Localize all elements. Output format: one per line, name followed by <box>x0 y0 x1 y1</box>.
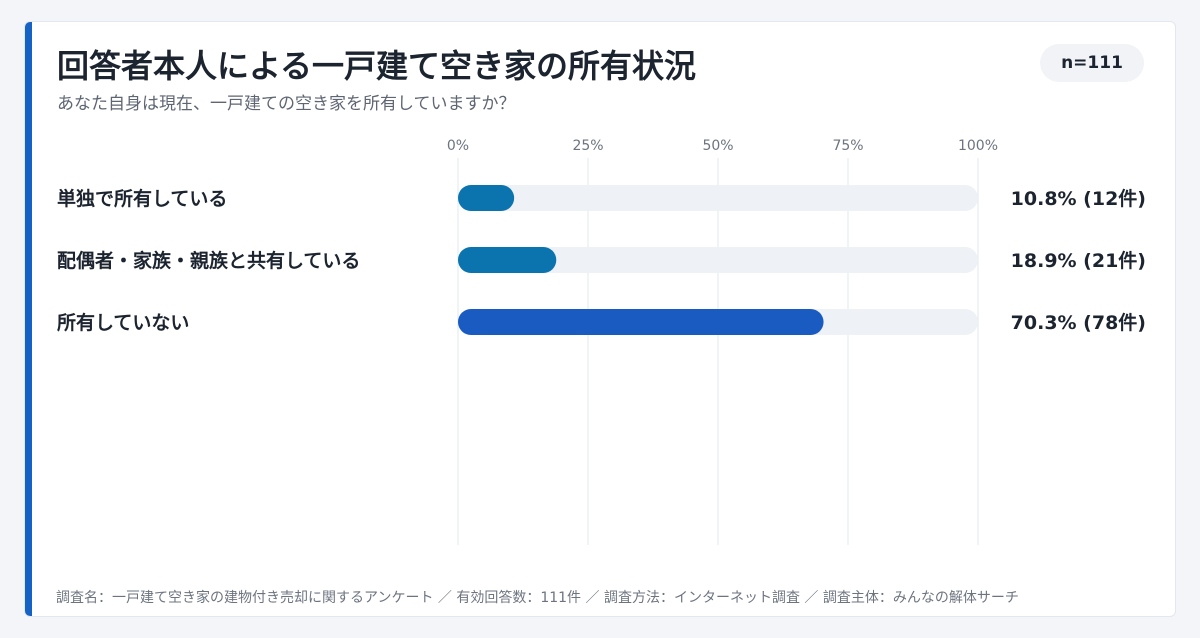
bar <box>458 247 557 273</box>
x-tick-label: 100% <box>958 138 998 154</box>
category-label: 所有していない <box>57 311 189 334</box>
x-tick-label: 25% <box>572 138 603 154</box>
bar-value-label: 10.8% (12件) <box>1011 187 1146 210</box>
bar-value-label: 18.9% (21件) <box>1011 249 1146 272</box>
category-label: 配偶者・家族・親族と共有している <box>57 249 360 272</box>
x-tick-label: 0% <box>447 138 469 154</box>
x-tick-label: 50% <box>702 138 733 154</box>
survey-footnote: 調査名：一戸建て空き家の建物付き売却に関するアンケート ／ 有効回答数：111件… <box>56 590 1019 606</box>
chart-subtitle: あなた自身は現在、一戸建ての空き家を所有していますか？ <box>57 94 516 114</box>
bar-track <box>458 247 978 273</box>
accent-stripe <box>25 22 32 616</box>
chart-card: 回答者本人による一戸建て空き家の所有状況 あなた自身は現在、一戸建ての空き家を所… <box>24 21 1176 617</box>
bar-value-label: 70.3% (78件) <box>1011 311 1146 334</box>
bar-chart: 0% 25% 50% 75% 100% 単独で所有している 10.8% (12件) 配偶者・家… <box>57 138 1146 545</box>
category-label: 単独で所有している <box>57 187 227 210</box>
chart-title: 回答者本人による一戸建て空き家の所有状況 <box>57 47 697 85</box>
bar <box>458 309 824 335</box>
x-tick-label: 75% <box>832 138 863 154</box>
bar-track <box>458 185 978 211</box>
bar <box>458 185 515 211</box>
sample-size-badge: n=111 <box>1040 44 1144 82</box>
